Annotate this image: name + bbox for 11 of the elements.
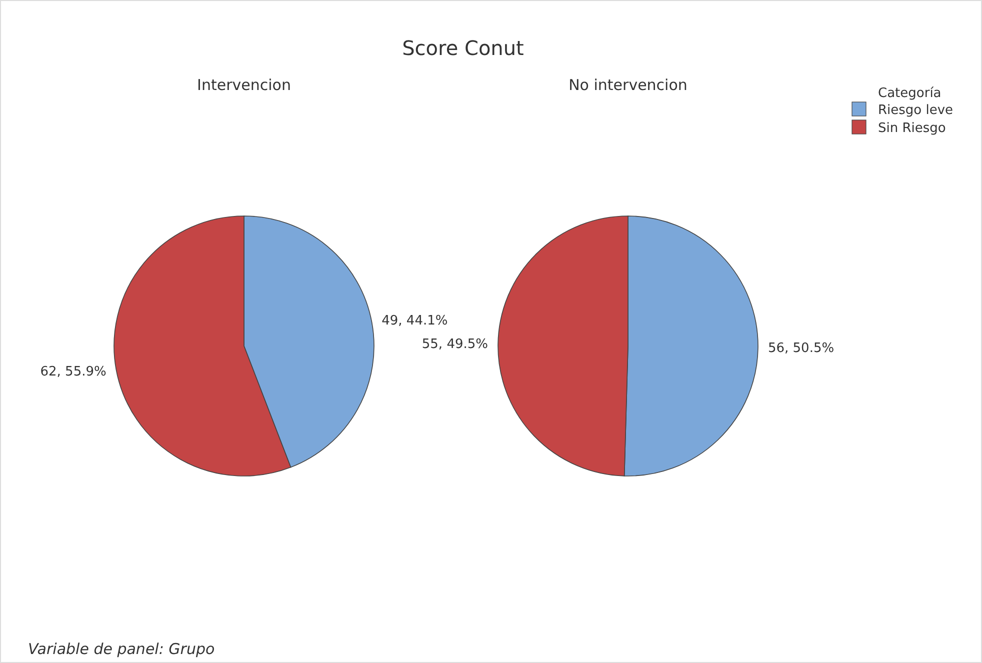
data-label: 62, 55.9% [40, 364, 106, 380]
text: Variable de panel: Grupo [28, 640, 215, 658]
data-label: 49, 44.1% [382, 313, 448, 328]
slice-label: Intervencion [197, 76, 291, 94]
slice-label: No intervencion [568, 76, 688, 94]
legend-label: Riesgo leve [878, 103, 954, 118]
legend-label: Sin Riesgo [878, 121, 946, 136]
chart-title: Score Conut [402, 36, 524, 60]
legend-title: Categoría [878, 86, 942, 101]
data-label: 55, 49.5% [422, 337, 488, 352]
data-label: 56, 50.5% [768, 340, 834, 356]
